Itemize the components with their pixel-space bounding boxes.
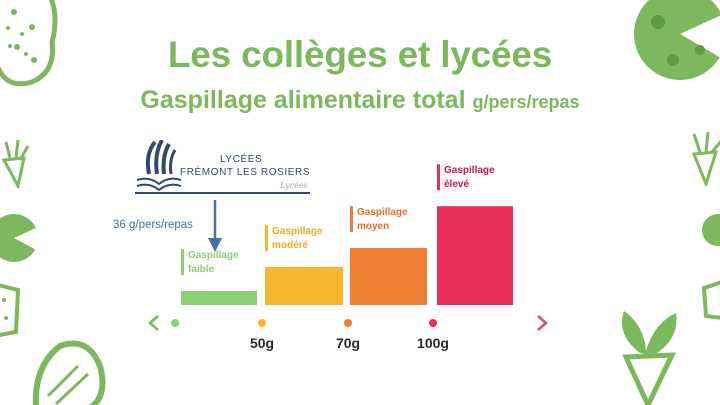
marker-arrow-head	[208, 238, 222, 252]
axis-tick-1	[258, 319, 266, 327]
marker-label: 36 g/pers/repas	[113, 219, 193, 231]
carrot-decoration-left-icon	[1, 139, 30, 188]
meat-decoration-bottom-left-icon	[32, 340, 106, 405]
category-label-line1-2: Gaspillage	[357, 207, 408, 218]
cheese-decoration-left-icon	[0, 214, 40, 262]
cheese-decoration-right-icon	[702, 214, 720, 246]
tick-label-1: 50g	[250, 335, 274, 351]
axis-tick-2	[344, 319, 352, 327]
logo-name-line1: LYCÉES	[220, 154, 263, 165]
logo-underline	[135, 192, 310, 194]
school-logo: LYCÉES FRÉMONT LES ROSIERS Lycées	[135, 140, 310, 198]
tick-label-2: 70g	[336, 335, 360, 351]
slide-title: Les collèges et lycées	[167, 34, 553, 75]
cracker-decoration-top-left-icon	[0, 0, 58, 87]
carrot-decoration-bottom-right-icon	[622, 311, 677, 405]
bar-label-marker-0	[181, 249, 184, 275]
bar-label-marker-3	[437, 164, 440, 191]
axis-left-arrow	[148, 315, 159, 331]
logo-tagline: Lycées	[280, 181, 308, 190]
category-label-line2-3: élevé	[444, 179, 469, 190]
category-label-line1-1: Gaspillage	[272, 226, 323, 237]
axis-tick-3	[429, 319, 437, 327]
tick-label-3: 100g	[417, 335, 449, 351]
carrot-decoration-right-icon	[691, 131, 720, 186]
open-book-icon	[136, 140, 181, 192]
subtitle-unit: g/pers/repas	[472, 92, 580, 112]
slide-subtitle: Gaspillage alimentaire total g/pers/repa…	[0, 86, 720, 115]
bar-label-marker-2	[350, 206, 353, 232]
dots-decoration-icon	[6, 26, 28, 56]
category-label-line2-1: modéré	[272, 240, 309, 251]
bar-3	[437, 206, 513, 305]
cracker-decoration-left-icon	[0, 283, 21, 337]
logo-name-line2: FRÉMONT LES ROSIERS	[180, 167, 311, 178]
category-label-line2-0: faible	[188, 264, 215, 275]
cheese-decoration-top-right-icon	[634, 0, 720, 80]
axis-tick-0	[171, 319, 179, 327]
axis-right-arrow	[537, 315, 548, 331]
bar-label-marker-1	[265, 225, 268, 251]
subtitle-text: Gaspillage alimentaire total	[140, 86, 466, 114]
bar-1	[265, 267, 343, 305]
bar-2	[350, 248, 427, 305]
category-label-line2-2: moyen	[357, 221, 389, 232]
category-label-line1-0: Gaspillage	[188, 250, 239, 261]
cracker-decoration-right-icon	[701, 280, 720, 320]
category-label-line1-3: Gaspillage	[444, 165, 495, 176]
bar-0	[181, 291, 257, 305]
